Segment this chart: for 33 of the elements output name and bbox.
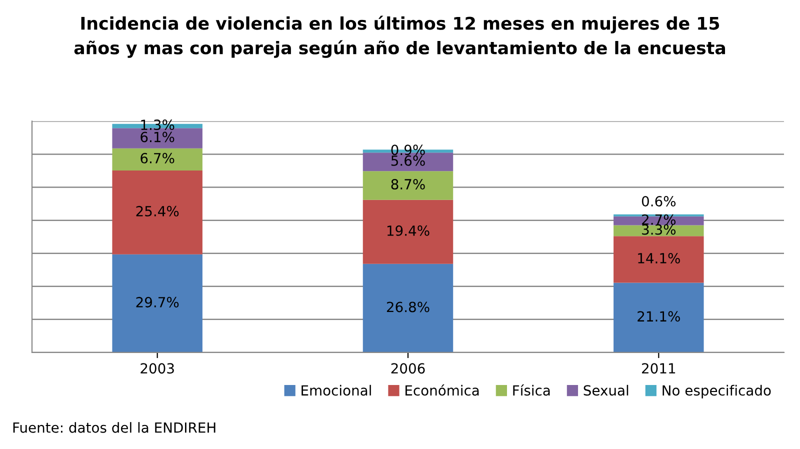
data-label: 5.6% [391, 155, 425, 166]
data-label: 25.4% [136, 206, 179, 216]
data-label: 14.1% [638, 253, 680, 264]
legend-label: Económica [406, 384, 479, 396]
data-label: 19.4% [387, 225, 430, 236]
data-label: 21.1% [638, 311, 680, 322]
bar [614, 236, 704, 283]
data-label: 2.7% [642, 214, 676, 225]
bar [362, 200, 454, 264]
x-tick-label: 2006 [391, 363, 425, 374]
bar [362, 264, 454, 352]
legend-label: Emocional [302, 384, 371, 396]
bar [112, 128, 202, 148]
data-label: 29.7% [136, 296, 179, 308]
bar [614, 282, 704, 352]
bar [112, 148, 202, 170]
legend-label: No especificado [662, 384, 771, 398]
data-label: 6.7% [140, 152, 174, 164]
data-label: 3.3% [642, 224, 676, 235]
bar [112, 170, 202, 254]
source-note: Fuente: datos del la ENDIREH [13, 422, 216, 433]
legend-label: Sexual [584, 384, 628, 396]
data-label: 6.1% [140, 132, 174, 142]
legend-label: Física [513, 384, 550, 396]
bar [362, 171, 454, 200]
bar [614, 216, 704, 226]
x-tick-label: 2003 [140, 363, 174, 374]
chart-title: Incidencia de violencia en los últimos 12 meses en mujeres de 15 años y mas con pareja según año de levantamiento de la encuesta [74, 16, 726, 58]
x-tick-label: 2011 [642, 363, 676, 374]
data-label: 26.8% [386, 302, 430, 312]
data-label: 0.6% [642, 196, 676, 207]
data-label: 8.7% [391, 179, 425, 190]
bar [112, 254, 202, 352]
